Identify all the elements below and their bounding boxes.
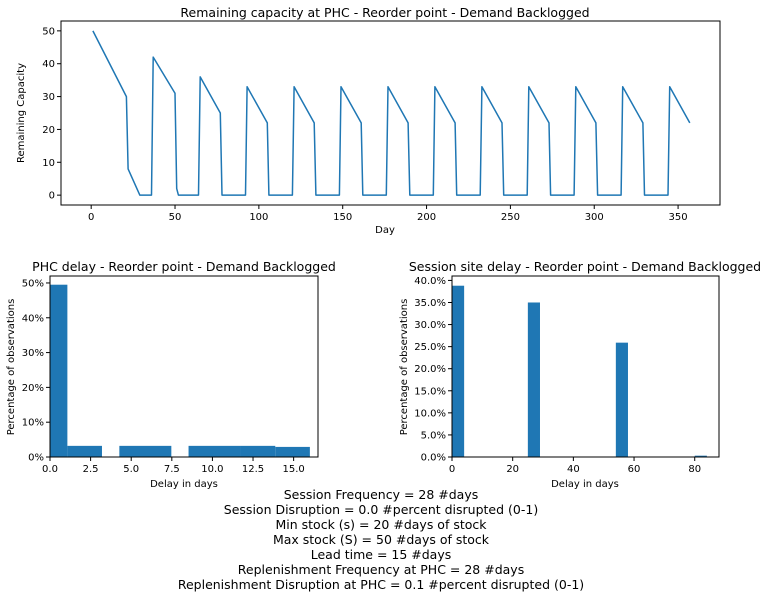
x-tick-label: 12.5 (242, 464, 264, 475)
y-tick-label: 30.0% (414, 320, 446, 331)
histogram-bar (694, 455, 707, 457)
plot-frame (60, 20, 721, 206)
y-tick-label: 0% (28, 453, 44, 464)
y-tick-label: 10% (22, 418, 44, 429)
param-session-disruption: Session Disruption = 0.0 #percent disrup… (223, 502, 539, 517)
x-tick-label: 10.0 (201, 464, 223, 475)
histogram-bar (188, 445, 241, 457)
session-site-delay-histogram: Session site delay - Reorder point - Dem… (399, 259, 761, 490)
x-tick-label: 40 (567, 464, 580, 475)
plot-frame (451, 275, 720, 458)
x-tick-label: 0 (88, 212, 94, 223)
y-tick-label: 0.0% (421, 453, 446, 464)
param-session-frequency: Session Frequency = 28 #days (283, 487, 479, 502)
histogram-bar (67, 445, 102, 457)
param-min-stock: Min stock (s) = 20 #days of stock (275, 517, 487, 532)
y-tick-label: 20% (22, 383, 44, 394)
y-tick-label: 5.0% (421, 430, 446, 441)
chart-title: Session site delay - Reorder point - Dem… (409, 259, 761, 274)
x-tick-label: 0 (449, 464, 455, 475)
x-axis-label: Delay in days (551, 479, 619, 490)
y-tick-label: 40% (22, 313, 44, 324)
x-tick-label: 0.0 (42, 464, 58, 475)
x-tick-label: 5.0 (123, 464, 139, 475)
x-axis-label: Day (375, 225, 395, 236)
x-tick-label: 60 (628, 464, 641, 475)
x-axis-label: Delay in days (150, 479, 218, 490)
histogram-bar (275, 446, 310, 457)
histogram-bar (119, 445, 172, 457)
x-tick-label: 15.0 (283, 464, 305, 475)
plot-frame (49, 275, 319, 458)
x-tick-label: 7.5 (164, 464, 180, 475)
capacity-series-line (92, 30, 691, 196)
chart-title: Remaining capacity at PHC - Reorder poin… (180, 5, 589, 20)
x-tick-label: 80 (688, 464, 701, 475)
y-tick-label: 40.0% (414, 276, 446, 287)
y-axis-label: Percentage of observations (6, 299, 17, 436)
x-tick-label: 2.5 (83, 464, 99, 475)
y-tick-label: 35.0% (414, 298, 446, 309)
x-tick-label: 50 (169, 212, 182, 223)
x-tick-label: 200 (417, 212, 436, 223)
y-axis-label: Percentage of observations (399, 299, 410, 436)
y-tick-label: 10 (42, 158, 55, 169)
x-tick-label: 150 (333, 212, 352, 223)
y-tick-label: 50% (22, 278, 44, 289)
y-tick-label: 25.0% (414, 342, 446, 353)
y-tick-label: 30% (22, 348, 44, 359)
x-tick-label: 350 (669, 212, 688, 223)
parameter-summary: Session Frequency = 28 #days Session Dis… (0, 487, 762, 592)
param-lead-time: Lead time = 15 #days (310, 547, 452, 562)
y-tick-label: 30 (42, 92, 55, 103)
x-tick-label: 100 (249, 212, 268, 223)
histogram-bar (240, 445, 276, 457)
y-tick-label: 0 (49, 191, 55, 202)
phc-delay-histogram: PHC delay - Reorder point - Demand Backl… (6, 259, 336, 490)
y-tick-label: 20 (42, 125, 55, 136)
histogram-bar (50, 284, 68, 457)
y-tick-label: 10.0% (414, 408, 446, 419)
histogram-bar (452, 285, 465, 457)
y-tick-label: 15.0% (414, 386, 446, 397)
remaining-capacity-chart: Remaining capacity at PHC - Reorder poin… (16, 5, 721, 236)
histogram-bar (527, 302, 540, 457)
y-axis-label: Remaining Capacity (16, 63, 27, 163)
histogram-bar (615, 342, 628, 457)
param-max-stock: Max stock (S) = 50 #days of stock (272, 532, 490, 547)
x-tick-label: 20 (506, 464, 519, 475)
x-tick-label: 300 (585, 212, 604, 223)
y-tick-label: 40 (42, 59, 55, 70)
y-tick-label: 20.0% (414, 364, 446, 375)
y-tick-label: 50 (42, 26, 55, 37)
chart-title: PHC delay - Reorder point - Demand Backl… (32, 259, 336, 274)
x-tick-label: 250 (501, 212, 520, 223)
param-replenishment-disruption: Replenishment Disruption at PHC = 0.1 #p… (177, 577, 585, 592)
param-replenishment-frequency: Replenishment Frequency at PHC = 28 #day… (237, 562, 525, 577)
